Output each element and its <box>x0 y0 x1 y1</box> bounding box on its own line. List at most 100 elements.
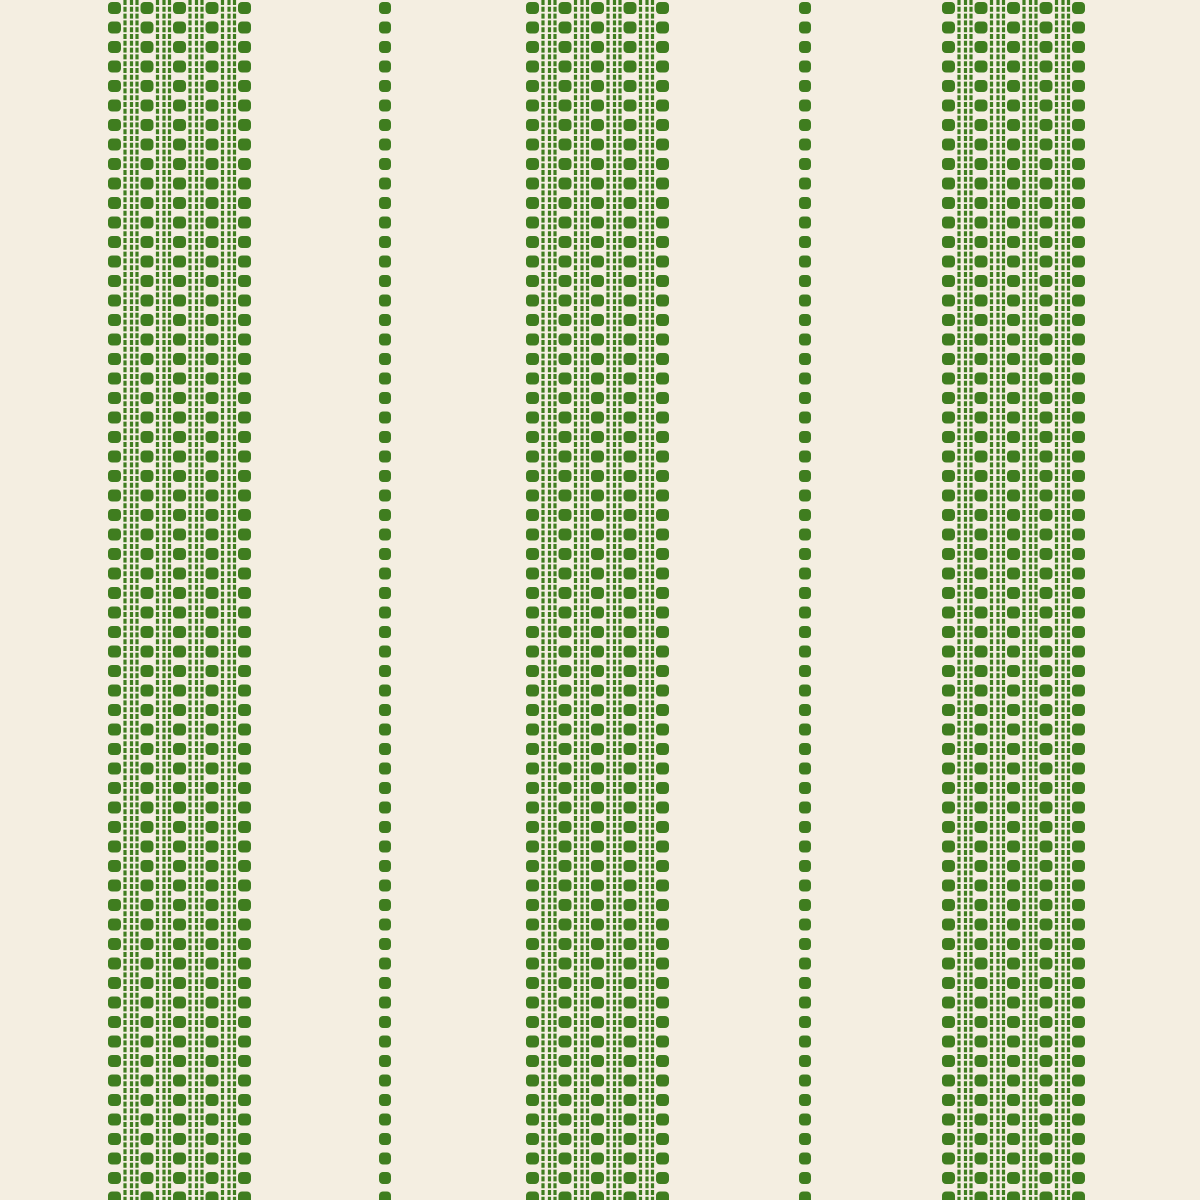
stripe-dot <box>238 2 251 14</box>
stripe-dot <box>238 879 251 892</box>
stripe-dot <box>656 119 669 131</box>
stripe-dot <box>526 333 539 346</box>
stripe-dot <box>1039 626 1053 638</box>
stripe-dot <box>173 840 186 853</box>
stripe-dot <box>1072 1113 1085 1126</box>
stripe-dot <box>1072 1133 1085 1145</box>
stripe-dot <box>1039 275 1053 287</box>
stripe-dot <box>1007 1113 1020 1126</box>
stripe-dot <box>173 860 186 872</box>
stripe-dot <box>799 392 811 404</box>
stripe-dot <box>1039 470 1053 482</box>
stripe-dot <box>1007 801 1020 814</box>
stripe-dot <box>526 821 539 833</box>
stripe-dot <box>623 1113 637 1126</box>
stripe-dot <box>1072 216 1085 229</box>
stripe-dot <box>108 840 121 853</box>
stripe-dot <box>379 431 391 443</box>
stripe-dot <box>108 1016 121 1028</box>
stripe-dot <box>379 255 391 268</box>
stripe-dot <box>656 294 669 307</box>
stripe-dot <box>1072 41 1085 53</box>
stripe-dot <box>591 119 604 131</box>
stripe-dot <box>140 1035 154 1048</box>
stripe-dot <box>238 392 251 404</box>
stripe-dot <box>526 957 539 970</box>
stripe-dot <box>379 1152 391 1165</box>
stripe-dot <box>1072 450 1085 463</box>
stripe-dot <box>140 158 154 170</box>
stripe-dot <box>1072 606 1085 619</box>
stripe-dot <box>942 41 955 53</box>
stripe-dot <box>1039 372 1053 385</box>
stripe-dot <box>942 294 955 307</box>
stripe-dot <box>974 782 988 794</box>
stripe-dot <box>205 1074 219 1087</box>
stripe-dot <box>591 957 604 970</box>
stripe-dot <box>1039 353 1053 365</box>
stripe-dot <box>623 80 637 92</box>
stripe-dot <box>238 528 251 541</box>
stripe-dot <box>656 1016 669 1028</box>
stripe-dot <box>974 80 988 92</box>
stripe-dot <box>974 899 988 911</box>
stripe-dot <box>558 450 572 463</box>
stripe-dot <box>173 743 186 755</box>
stripe-dot <box>1039 704 1053 716</box>
stripe-dot <box>623 294 637 307</box>
stripe-dot <box>173 21 186 34</box>
stripe-dot <box>238 567 251 580</box>
stripe-dot <box>799 294 811 307</box>
stripe-dot <box>974 216 988 229</box>
stripe-dot <box>656 665 669 677</box>
stripe-dot <box>238 197 251 209</box>
stripe-dot <box>526 840 539 853</box>
stripe-dot <box>205 1016 219 1028</box>
stripe-dot <box>799 333 811 346</box>
stripe-dot <box>623 645 637 658</box>
stripe-dot <box>238 372 251 385</box>
stripe-dot <box>108 606 121 619</box>
stripe-dot <box>942 1055 955 1067</box>
stripe-dot <box>974 99 988 112</box>
stripe-dot <box>173 41 186 53</box>
stripe-dot <box>108 957 121 970</box>
stripe-dot <box>205 1094 219 1106</box>
stripe-dot <box>974 353 988 365</box>
stripe-dot <box>656 782 669 794</box>
stripe-dot <box>974 879 988 892</box>
stripe-dot <box>1072 1094 1085 1106</box>
stripe-dot <box>1007 80 1020 92</box>
stripe-dot <box>591 450 604 463</box>
stripe-dot <box>1007 1094 1020 1106</box>
stripe-dot <box>558 255 572 268</box>
stripe-dot <box>379 1035 391 1048</box>
stripe-dot <box>1039 216 1053 229</box>
stripe-dot <box>379 548 391 560</box>
stripe-dot <box>656 450 669 463</box>
stripe-dot <box>942 60 955 73</box>
stripe-dot <box>942 509 955 521</box>
stripe-dot <box>591 1074 604 1087</box>
stripe-dot <box>558 1113 572 1126</box>
stripe-dot <box>205 723 219 736</box>
stripe-dot <box>974 743 988 755</box>
stripe-dot <box>1072 1016 1085 1028</box>
stripe-dot <box>238 80 251 92</box>
stripe-dot <box>205 1035 219 1048</box>
stripe-dot <box>942 548 955 560</box>
stripe-dot <box>526 1152 539 1165</box>
stripe-dot <box>205 548 219 560</box>
stripe-dot <box>173 1172 186 1184</box>
stripe-dot <box>173 899 186 911</box>
stripe-dot <box>656 957 669 970</box>
stripe-dot <box>623 606 637 619</box>
stripe-dot <box>1039 177 1053 190</box>
stripe-dot <box>623 314 637 326</box>
stripe-dot <box>238 216 251 229</box>
stripe-dot <box>379 801 391 814</box>
stripe-dot <box>1072 431 1085 443</box>
stripe-dot <box>623 138 637 151</box>
stripe-dot <box>108 99 121 112</box>
stripe-dot <box>1039 684 1053 697</box>
